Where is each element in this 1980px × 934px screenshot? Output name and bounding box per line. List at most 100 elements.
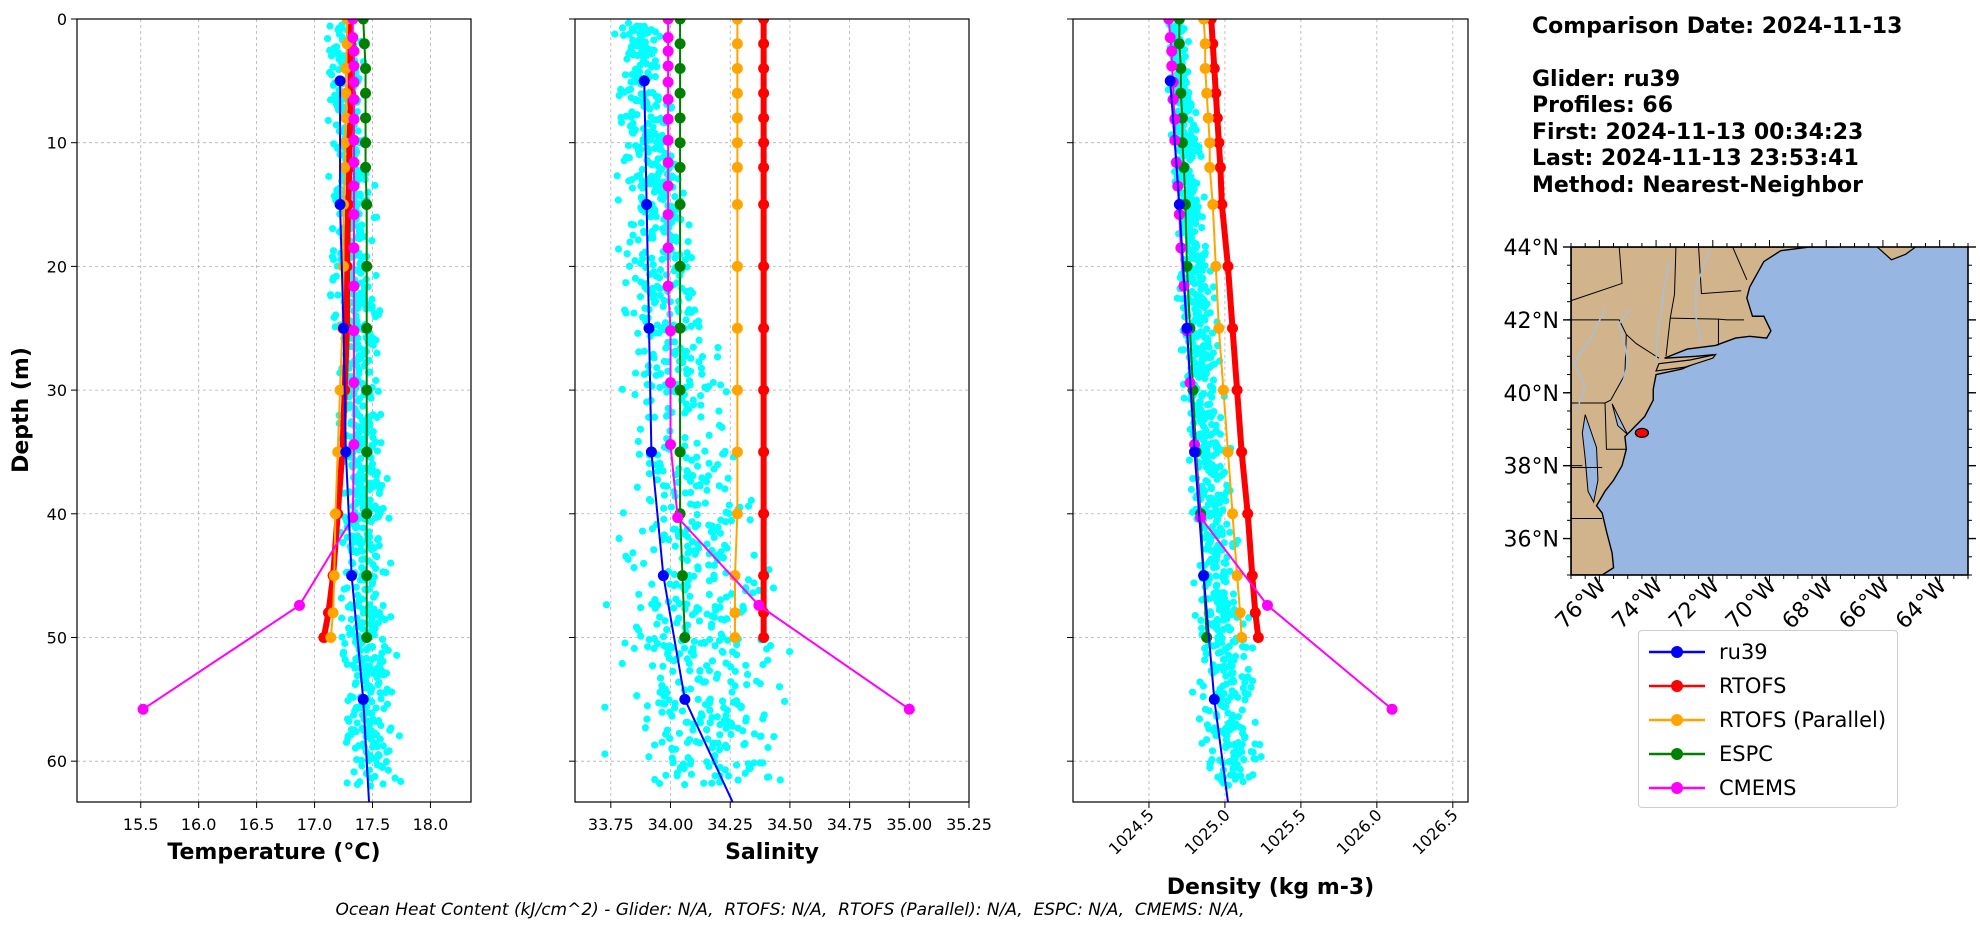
glider-raw-point (668, 643, 676, 652)
state-border (1732, 247, 1748, 280)
series-marker (325, 631, 337, 643)
glider-raw-point (369, 433, 377, 442)
glider-raw-point (623, 55, 631, 63)
glider-raw-point (658, 738, 666, 746)
state-border (1571, 334, 1627, 404)
glider-raw-point (651, 28, 660, 36)
series-line (733, 19, 739, 638)
glider-raw-point (1210, 294, 1218, 302)
glider-raw-point (689, 401, 698, 409)
glider-raw-point (373, 447, 382, 455)
glider-raw-point (1241, 696, 1249, 704)
series-rtofs-parallel- (729, 19, 743, 643)
glider-raw-point (707, 623, 715, 631)
glider-raw-point (374, 619, 382, 627)
profile-panel-2: 33.75 34.00 34.25 34.50 34.75 35.00 35.25 Salin… (569, 18, 992, 865)
profile-count: Profiles: 66 (1532, 93, 1674, 118)
glider-raw-point (650, 36, 658, 44)
glider-raw-point (1222, 578, 1230, 586)
glider-raw-point (1190, 228, 1199, 236)
glider-raw-point (1208, 523, 1217, 531)
x-tick-label: 16.0 (181, 815, 217, 834)
series-marker (758, 199, 770, 211)
glider-raw-point (739, 602, 747, 610)
glider-raw-point (633, 483, 641, 491)
glider-raw-point (355, 344, 363, 352)
glider-raw-point (775, 683, 784, 691)
glider-raw-point (713, 713, 721, 721)
glider-raw-point (769, 584, 778, 592)
glider-raw-point (715, 407, 723, 415)
series-marker (758, 112, 770, 124)
glider-raw-point (710, 465, 718, 473)
glider-raw-point (641, 724, 649, 732)
map-area (1571, 247, 1968, 575)
series-marker (1189, 446, 1201, 458)
glider-raw-point (648, 50, 656, 58)
glider-raw-point (1209, 349, 1217, 357)
glider-raw-point (1213, 598, 1222, 606)
series-marker (361, 508, 373, 520)
glider-raw-point (675, 614, 683, 622)
glider-raw-point (1213, 581, 1221, 589)
glider-raw-point (628, 70, 636, 79)
series-marker (731, 199, 743, 211)
glider-raw-point (661, 617, 669, 625)
glider-raw-point (1224, 599, 1232, 608)
glider-raw-point (1218, 777, 1226, 785)
glider-raw-point (1234, 713, 1243, 721)
glider-raw-point (756, 732, 764, 740)
glider-raw-point (1191, 611, 1199, 620)
glider-raw-point (721, 485, 729, 493)
glider-raw-point (630, 644, 638, 653)
series-marker (1222, 446, 1234, 458)
series-marker (679, 631, 691, 643)
glider-raw-point (397, 777, 405, 786)
glider-raw-point (1227, 657, 1235, 665)
glider-raw-point (378, 635, 387, 644)
series-marker (348, 93, 360, 105)
glider-raw-point (353, 756, 361, 764)
glider-raw-point (356, 190, 364, 198)
series-marker (731, 384, 743, 396)
glider-raw-point (1210, 360, 1218, 368)
glider-raw-point (696, 719, 704, 727)
glider-raw-point (705, 697, 713, 705)
first-profile-time: First: 2024-11-13 00:34:23 (1532, 119, 1864, 145)
series-ru39 (638, 75, 734, 802)
glider-raw-point (1214, 634, 1222, 642)
glider-raw-point (326, 96, 335, 104)
glider-raw-point (1193, 209, 1201, 217)
glider-raw-point (382, 688, 390, 697)
glider-raw-point (744, 502, 753, 510)
glider-raw-point (720, 703, 728, 712)
glider-raw-point (387, 559, 395, 567)
y-tick-label: 10 (47, 134, 67, 153)
series-marker (662, 180, 674, 192)
glider-raw-point (1197, 616, 1205, 624)
glider-raw-point (650, 116, 658, 124)
glider-raw-point (1201, 656, 1209, 664)
glider-raw-point (631, 274, 639, 282)
glider-raw-point (1180, 25, 1188, 33)
glider-raw-point (664, 536, 673, 544)
glider-raw-point (645, 495, 654, 504)
glider-raw-point (1205, 707, 1213, 715)
series-marker (1222, 260, 1234, 272)
glider-raw-point (671, 347, 679, 356)
glider-raw-point (1209, 642, 1217, 650)
glider-raw-point (651, 73, 659, 81)
series-marker (731, 112, 743, 124)
glider-raw-point (698, 353, 707, 361)
glider-raw-point (325, 68, 334, 77)
glider-raw-point (1239, 777, 1247, 786)
glider-raw-point (659, 662, 667, 670)
glider-raw-point (780, 697, 789, 706)
glider-raw-point (662, 412, 671, 420)
glider-raw-point (711, 772, 719, 780)
glider-raw-point (1190, 333, 1199, 341)
glider-raw-point (395, 732, 404, 740)
glider-raw-point (382, 669, 391, 677)
glider-raw-point (722, 724, 730, 732)
glider-raw-point (637, 604, 645, 612)
